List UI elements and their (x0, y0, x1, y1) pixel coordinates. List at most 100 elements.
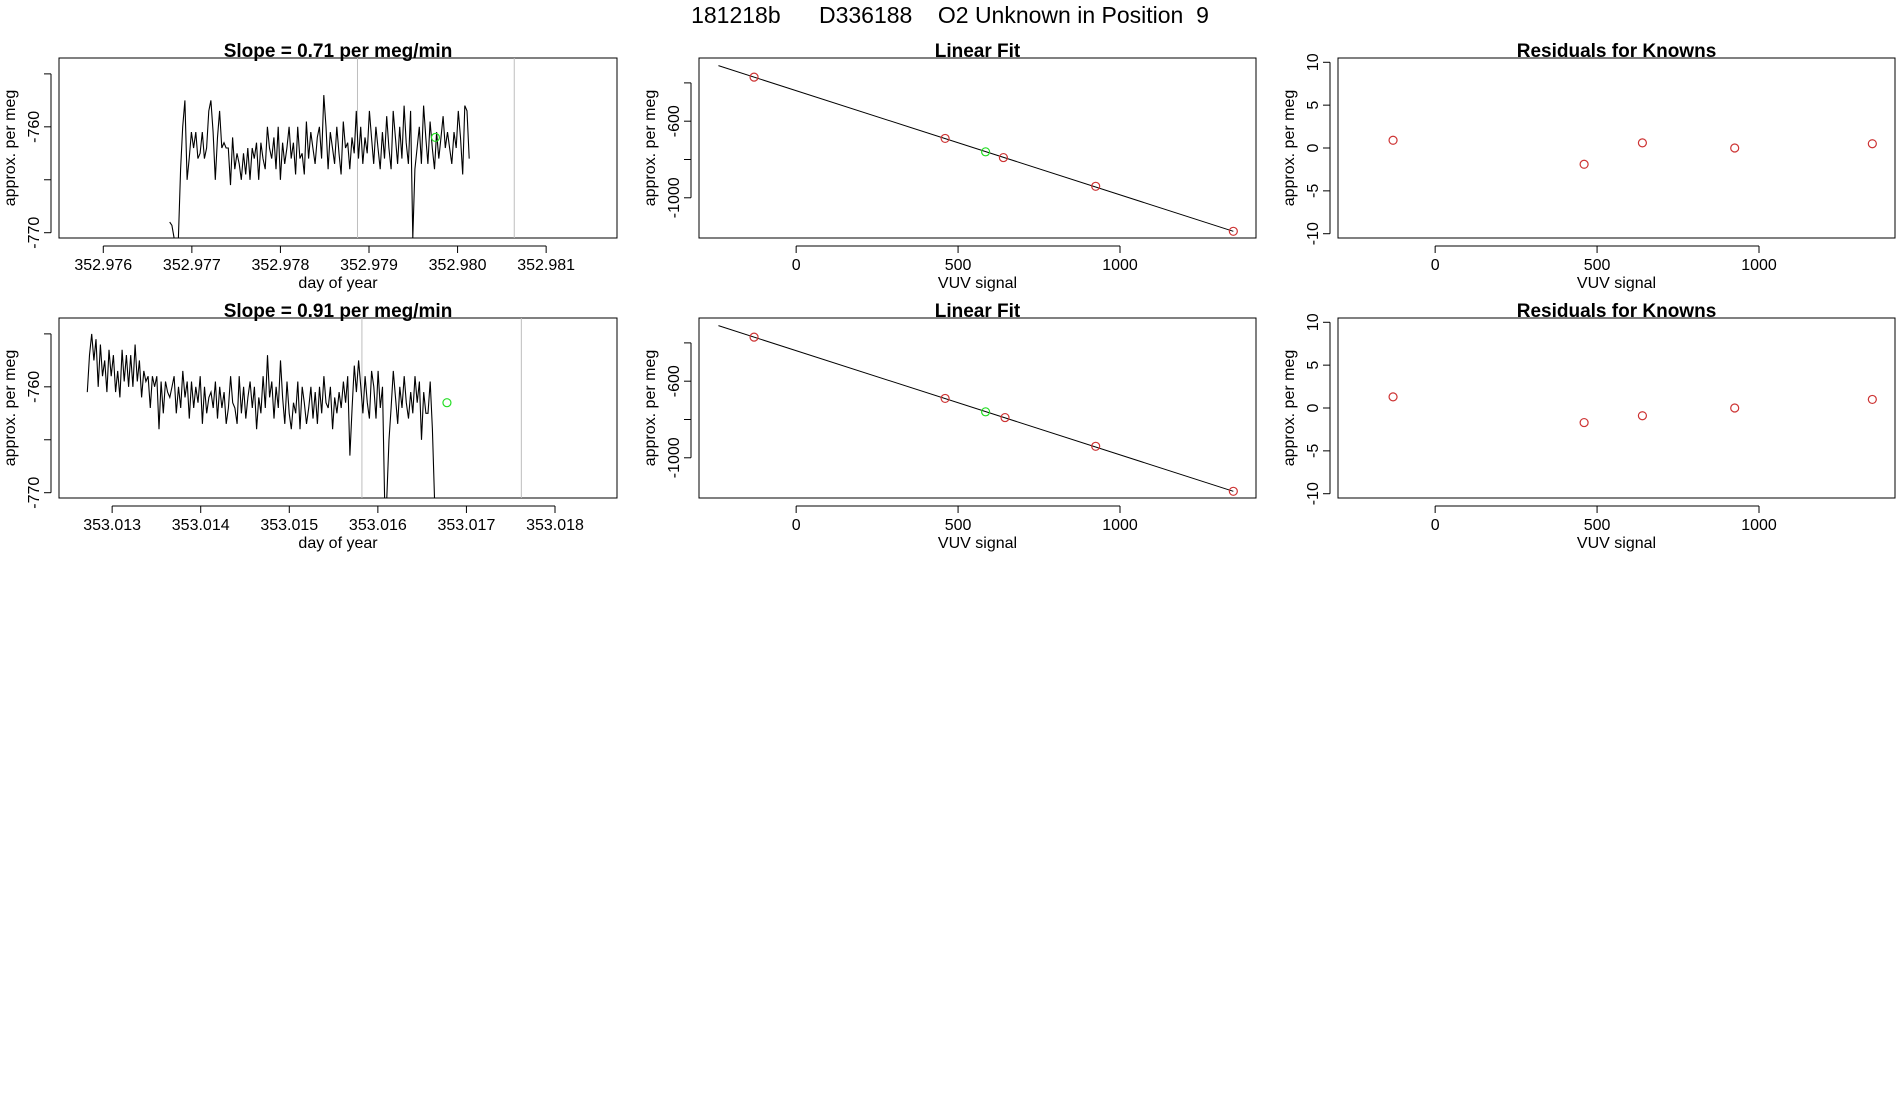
y-axis-label: approx. per meg (1281, 90, 1298, 207)
series-line (169, 95, 470, 238)
known-point (1228, 486, 1238, 496)
series-line (86, 333, 436, 498)
x-tick-label: 353.017 (438, 517, 496, 534)
known-point (1388, 135, 1398, 145)
x-tick-label: 352.981 (517, 257, 575, 274)
x-axis-label: day of year (298, 275, 378, 292)
x-tick-label: 500 (945, 517, 972, 534)
y-tick-label: -1000 (666, 437, 683, 478)
chart-panel-5: Linear Fit 0 500 1000 VUV signal -1000 -600 app… (642, 301, 1257, 552)
y-axis-label: approx. per meg (2, 90, 19, 207)
known-point (1730, 403, 1740, 413)
y-tick-label: -760 (26, 111, 43, 143)
plot-area (1388, 135, 1877, 169)
x-tick-label: 352.980 (429, 257, 487, 274)
chart-title: Linear Fit (935, 41, 1021, 62)
known-point (1579, 159, 1589, 169)
x-tick-label: 0 (1431, 517, 1440, 534)
y-axis-label: approx. per meg (2, 350, 19, 467)
plot-area (718, 65, 1238, 236)
unknown-point (980, 147, 991, 157)
x-axis-label: VUV signal (1577, 535, 1656, 552)
known-point (1091, 441, 1101, 451)
chart-panel-6: Residuals for Knowns 0 500 1000 VUV signal -1… (1281, 301, 1896, 552)
x-axis-label: VUV signal (938, 275, 1017, 292)
figure-title: 181218b D336188 O2 Unknown in Position 9 (691, 2, 1209, 28)
known-point (1867, 139, 1877, 149)
x-tick-label: 0 (792, 517, 801, 534)
x-tick-label: 500 (945, 257, 972, 274)
known-point (1091, 181, 1101, 191)
known-point (1388, 392, 1398, 402)
chart-title: Residuals for Knowns (1517, 301, 1717, 322)
x-tick-label: 352.978 (252, 257, 310, 274)
plot-frame (698, 57, 1257, 239)
known-point (1867, 394, 1877, 405)
y-tick-label: 0 (1305, 143, 1322, 152)
unknown-marker (430, 132, 441, 143)
plot-area (718, 325, 1238, 496)
x-tick-label: 1000 (1741, 257, 1777, 274)
chart-title: Linear Fit (935, 301, 1021, 322)
y-tick-label: 10 (1305, 313, 1322, 331)
x-tick-label: 352.979 (340, 257, 398, 274)
unknown-marker (442, 398, 452, 408)
y-tick-label: -600 (666, 365, 683, 397)
plot-frame (58, 317, 618, 499)
x-tick-label: 353.016 (349, 517, 407, 534)
chart-panel-1: Slope = 0.71 per meg/min 352.976 352.977 35… (2, 41, 618, 292)
known-point (940, 393, 950, 404)
y-tick-label: -1000 (666, 177, 683, 218)
x-tick-label: 1000 (1741, 517, 1777, 534)
x-tick-label: 0 (1431, 257, 1440, 274)
y-tick-label: -5 (1305, 444, 1322, 458)
y-tick-label: -600 (666, 105, 683, 137)
x-axis-label: VUV signal (1577, 275, 1656, 292)
known-point (749, 72, 759, 82)
x-tick-label: 0 (792, 257, 801, 274)
chart-panel-4: Slope = 0.91 per meg/min 353.013 353.014 35… (2, 301, 618, 552)
y-tick-label: -5 (1305, 184, 1322, 198)
plot-frame (1337, 57, 1896, 239)
chart-panel-3: Residuals for Knowns 0 500 1000 VUV signal -1… (1281, 41, 1896, 292)
chart-title: Residuals for Knowns (1517, 41, 1717, 62)
x-tick-label: 500 (1584, 257, 1611, 274)
x-tick-label: 1000 (1102, 517, 1138, 534)
y-tick-label: 5 (1305, 361, 1322, 370)
x-axis-label: VUV signal (938, 535, 1017, 552)
x-tick-label: 353.014 (172, 517, 230, 534)
plot-area (169, 58, 515, 238)
plot-frame (698, 317, 1257, 499)
known-point (998, 152, 1009, 163)
known-point (749, 332, 759, 342)
y-tick-label: 5 (1305, 101, 1322, 110)
plot-area (86, 318, 522, 498)
unknown-point (980, 407, 991, 417)
plot-area (1388, 392, 1877, 428)
y-tick-label: 0 (1305, 403, 1322, 412)
y-tick-label: -10 (1305, 222, 1322, 245)
chart-title: Slope = 0.71 per meg/min (224, 41, 453, 62)
x-tick-label: 353.018 (526, 517, 584, 534)
x-tick-label: 352.977 (163, 257, 221, 274)
plot-frame (1337, 317, 1896, 499)
y-tick-label: -10 (1305, 482, 1322, 505)
y-tick-label: -770 (26, 477, 43, 509)
fit-line (718, 65, 1234, 232)
y-tick-label: 10 (1305, 53, 1322, 71)
x-tick-label: 353.015 (260, 517, 318, 534)
known-point (940, 133, 950, 144)
chart-title: Slope = 0.91 per meg/min (224, 301, 453, 322)
y-axis-label: approx. per meg (642, 350, 659, 467)
x-tick-label: 353.013 (83, 517, 141, 534)
x-axis-label: day of year (298, 535, 378, 552)
y-axis-label: approx. per meg (642, 90, 659, 207)
x-tick-label: 1000 (1102, 257, 1138, 274)
x-tick-label: 352.976 (74, 257, 132, 274)
fit-line (718, 325, 1234, 492)
known-point (1637, 138, 1648, 148)
y-tick-label: -760 (26, 371, 43, 403)
known-point (1637, 411, 1648, 421)
known-point (1000, 412, 1010, 423)
